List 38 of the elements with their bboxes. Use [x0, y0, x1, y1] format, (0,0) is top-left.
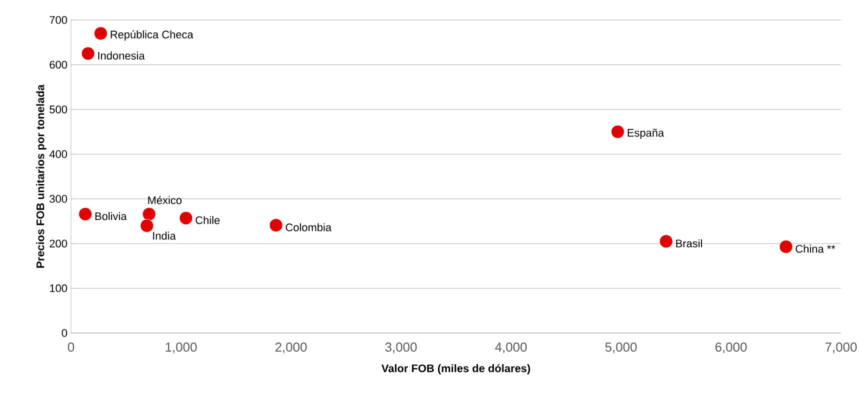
annotation: Brasil [676, 239, 702, 248]
annotation: México [148, 196, 182, 204]
point [78, 207, 92, 221]
x-tick-label: 3,000 [385, 342, 417, 354]
point [142, 207, 156, 221]
x-tick-label: 1,000 [166, 342, 197, 354]
annotation: Chile [196, 216, 220, 224]
point [611, 125, 624, 138]
annotation: República Checa [110, 30, 194, 41]
y-tick-label: 400 [49, 150, 68, 158]
annotation: España [628, 128, 664, 139]
annotation: Colombia [286, 223, 332, 232]
x-tick-label: 4,000 [495, 342, 527, 354]
x-tick-label: 6,000 [715, 342, 747, 354]
x-axis-title: Valor FOB (miles de dólares) [381, 364, 530, 374]
x-tick-label: 7,000 [825, 342, 857, 354]
annotation: India [153, 232, 176, 240]
point [81, 46, 95, 60]
point [179, 211, 193, 225]
point [269, 218, 283, 232]
y-tick-label: 500 [50, 106, 68, 114]
y-tick-label: 200 [50, 240, 68, 248]
y-tick-label: 100 [50, 284, 68, 292]
point [94, 26, 108, 40]
annotation: Bolivia [95, 212, 127, 220]
x-tick-label: 2,000 [275, 342, 307, 354]
y-axis-title: Precios FOB unitarios por tonelada [36, 84, 46, 268]
x-tick-label: 0 [68, 342, 74, 352]
annotation: Indonesia [98, 52, 145, 60]
point [779, 240, 793, 254]
y-tick-label: 300 [50, 194, 68, 203]
point [140, 218, 154, 232]
y-tick-label: 600 [50, 60, 68, 69]
y-tick-label: 700 [50, 16, 68, 24]
point [659, 234, 673, 248]
y-tick-label: 0 [62, 329, 68, 337]
annotation: China ** [796, 244, 836, 253]
x-tick-label: 5,000 [605, 342, 637, 354]
